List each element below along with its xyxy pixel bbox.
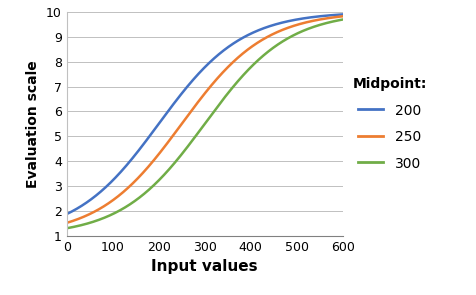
200: [198, 70, 204, 73]
300: [340, 18, 346, 21]
300: [281, 39, 287, 42]
300: [332, 19, 337, 23]
250: [281, 27, 287, 31]
200: [64, 212, 69, 216]
250: [78, 216, 84, 220]
200: [332, 13, 337, 17]
200: [332, 13, 337, 17]
300: [64, 227, 69, 230]
200: [191, 78, 197, 81]
Y-axis label: Evaluation scale: Evaluation scale: [26, 60, 40, 188]
250: [340, 14, 346, 18]
200: [78, 205, 84, 208]
200: [340, 13, 346, 16]
250: [332, 15, 337, 19]
300: [198, 127, 204, 131]
250: [332, 15, 337, 19]
Line: 200: 200: [67, 14, 343, 214]
Line: 250: 250: [67, 16, 343, 223]
X-axis label: Input values: Input values: [151, 259, 258, 274]
250: [191, 106, 197, 110]
300: [191, 137, 197, 141]
300: [332, 19, 337, 23]
250: [198, 96, 204, 100]
200: [281, 20, 287, 24]
300: [78, 224, 84, 227]
Line: 300: 300: [67, 19, 343, 228]
250: [64, 221, 69, 225]
Legend: 200, 250, 300: 200, 250, 300: [352, 77, 427, 171]
